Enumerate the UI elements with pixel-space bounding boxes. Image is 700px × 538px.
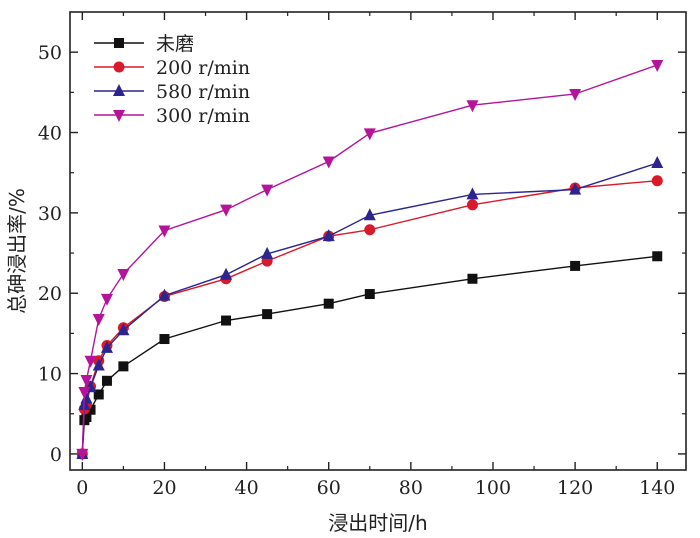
data-point [363,208,376,221]
data-point [569,88,582,101]
data-point [363,128,376,141]
series-triangle-up [76,156,664,459]
series-triangle-down [76,60,664,461]
data-point [652,251,663,262]
data-point [158,288,171,301]
legend-label: 200 r/min [156,57,250,79]
data-point [651,175,663,187]
y-tick-label: 0 [50,444,62,466]
x-tick-label: 100 [475,477,511,499]
legend-marker [113,84,125,96]
data-point [466,187,479,200]
series-square [77,251,663,459]
data-point [651,60,664,73]
legend-label: 300 r/min [156,105,250,127]
data-point [467,273,478,284]
data-point [92,358,105,371]
data-point [117,323,130,336]
data-point [570,260,581,271]
data-point [118,361,129,372]
data-point [261,184,274,197]
data-point [466,100,479,113]
x-tick-label: 0 [76,477,88,499]
y-tick-label: 30 [38,203,62,225]
data-point [261,246,274,259]
data-point [364,224,376,236]
data-point [100,293,113,306]
legend-marker [114,38,124,48]
data-point [80,375,93,388]
legend-marker [113,110,125,122]
data-point [78,387,91,400]
data-point [92,313,105,326]
axes: 0 20 40 60 80 100 120 140 0 10 20 30 40 50 [38,11,687,499]
data-point [159,334,170,345]
data-point [569,182,582,195]
legend-label: 未磨 [156,33,194,55]
data-point [220,204,233,217]
plot-frame [69,11,687,471]
x-tick-label: 140 [639,477,675,499]
series-line [81,255,658,454]
data-point [322,229,335,242]
data-point [158,225,171,238]
data-point [76,448,89,461]
data-point [651,156,664,169]
x-axis-title: 浸出时间/h [328,511,427,535]
y-tick-label: 20 [38,283,62,305]
x-tick-label: 20 [152,477,176,499]
legend-label: 580 r/min [156,81,250,103]
x-tick-label: 40 [234,477,258,499]
y-tick-label: 50 [38,42,62,64]
y-tick-label: 40 [38,123,62,145]
data-point [93,389,104,400]
data-point [466,199,478,211]
legend-marker [113,61,125,73]
data-point [85,404,96,415]
data-point [117,268,130,281]
legend-item: 580 r/min [94,81,250,103]
data-point [220,267,233,280]
legend-item: 未磨 [94,33,194,55]
data-point [84,355,97,368]
data-point [262,309,273,320]
x-tick-label: 120 [557,477,593,499]
series-layer [76,60,664,461]
data-point [323,298,334,309]
legend-item: 300 r/min [94,105,250,127]
legend-item: 200 r/min [94,57,250,79]
y-axis-title: 总砷浸出率/% [5,188,29,314]
data-point [322,156,335,169]
data-point [81,411,92,422]
y-tick-label: 10 [38,364,62,386]
data-point [100,340,113,353]
series-line [81,162,658,454]
x-tick-label: 60 [317,477,341,499]
data-point [101,375,112,386]
x-tick-label: 80 [399,477,423,499]
series-line [81,180,658,454]
data-point [221,315,232,326]
data-point [364,289,375,300]
